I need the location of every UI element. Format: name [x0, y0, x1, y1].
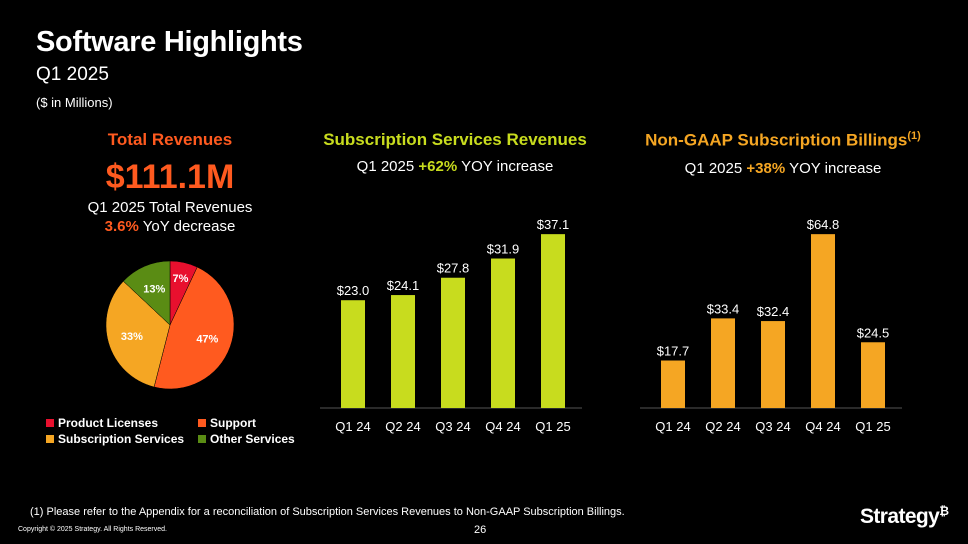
footnote-marker: (1) [907, 130, 921, 142]
legend-swatch-product-licenses [46, 419, 54, 427]
subscription-services-title: Subscription Services Revenues [323, 130, 587, 149]
pie-slice-label: 47% [196, 333, 218, 345]
legend-swatch-other-services [198, 435, 206, 443]
x-tick-label: Q2 24 [705, 419, 740, 434]
pie-slice-subscription-services [105, 280, 171, 388]
bar [541, 234, 565, 408]
x-tick-label: Q4 24 [485, 419, 520, 434]
subtitle-suffix: YOY increase [785, 160, 882, 177]
subtitle-pct: +62% [418, 158, 458, 175]
legend-item-product-licenses: Product Licenses [46, 416, 158, 430]
logo-text: Strategy [860, 505, 940, 528]
page-number: 26 [474, 524, 487, 536]
x-tick-label: Q3 24 [755, 419, 790, 434]
subscription-services-bar-chart: $23.0 Q1 24 $24.1 Q2 24 $27.8 Q3 24 $31.9 Q4 24… [320, 217, 582, 434]
total-revenues-change-pct: 3.6% [104, 218, 139, 235]
revenue-mix-pie-chart: 7% 47% 33% 13% [105, 260, 235, 390]
bar-value-label: $33.4 [707, 301, 740, 316]
bar [761, 321, 785, 408]
subtitle-prefix: Q1 2025 [356, 158, 419, 175]
legend-item-subscription-services: Subscription Services [46, 432, 184, 446]
bar [861, 342, 885, 408]
total-revenues-title: Total Revenues [107, 130, 233, 149]
pie-slice-label: 33% [121, 331, 143, 343]
legend-item-support: Support [198, 416, 256, 430]
legend-swatch-subscription-services [46, 435, 54, 443]
footnote: (1) Please refer to the Appendix for a r… [30, 506, 625, 518]
x-tick-label: Q3 24 [435, 419, 470, 434]
page-title: Software Highlights [36, 26, 303, 58]
x-tick-label: Q4 24 [805, 419, 840, 434]
total-revenues-change: 3.6% YoY decrease [40, 218, 300, 235]
bar [811, 234, 835, 408]
x-tick-label: Q2 24 [385, 419, 420, 434]
bar-value-label: $23.0 [337, 283, 370, 298]
bar-value-label: $37.1 [537, 217, 570, 232]
bar-value-label: $27.8 [437, 261, 470, 276]
copyright: Copyright © 2025 Strategy. All Rights Re… [18, 526, 167, 533]
total-revenues-caption: Q1 2025 Total Revenues [87, 199, 253, 216]
total-revenues-change-text: YoY decrease [138, 218, 236, 235]
legend-swatch-support [198, 419, 206, 427]
bar [711, 318, 735, 408]
subscription-billings-title-text: Non-GAAP Subscription Billings [645, 130, 908, 150]
subtitle-pct: +38% [746, 160, 786, 177]
bar-value-label: $24.1 [387, 278, 420, 293]
pie-slice-support [153, 266, 235, 390]
x-tick-label: Q1 24 [655, 419, 690, 434]
subscription-services-subtitle: Q1 2025 +62% YOY increase [300, 158, 610, 175]
bar [491, 258, 515, 408]
pie-slice-label: 7% [173, 273, 189, 285]
units-note: ($ in Millions) [36, 95, 113, 110]
subscription-billings-title: Non-GAAP Subscription Billings(1) [618, 130, 948, 151]
strategy-logo: Strategy₿ [860, 504, 949, 529]
legend-label: Product Licenses [58, 416, 159, 430]
pie-slice-other-services [122, 260, 171, 326]
page-subtitle: Q1 2025 [36, 64, 109, 85]
subscription-billings-bar-chart: $17.7 Q1 24 $33.4 Q2 24 $32.4 Q3 24 $64.8 Q4 24… [640, 217, 902, 434]
x-tick-label: Q1 25 [855, 419, 890, 434]
subtitle-suffix: YOY increase [457, 158, 554, 175]
bar-value-label: $24.5 [857, 325, 890, 340]
logo-mark: ₿ [939, 504, 949, 518]
bar-value-label: $64.8 [807, 217, 840, 232]
legend-label: Other Services [210, 432, 295, 446]
bar-value-label: $17.7 [657, 344, 690, 359]
pie-slice-label: 13% [143, 284, 165, 296]
x-tick-label: Q1 24 [335, 419, 370, 434]
subscription-billings-subtitle: Q1 2025 +38% YOY increase [618, 160, 948, 177]
bar-value-label: $32.4 [757, 304, 790, 319]
bar [661, 360, 685, 408]
legend-label: Support [210, 416, 256, 430]
x-tick-label: Q1 25 [535, 419, 570, 434]
bar [441, 277, 465, 408]
subtitle-prefix: Q1 2025 [684, 160, 747, 177]
bar [341, 300, 365, 408]
legend-label: Subscription Services [58, 432, 185, 446]
total-revenues-value: $111.1M [105, 158, 235, 196]
legend-item-other-services: Other Services [198, 432, 295, 446]
bar [391, 295, 415, 408]
bar-value-label: $31.9 [487, 242, 520, 257]
